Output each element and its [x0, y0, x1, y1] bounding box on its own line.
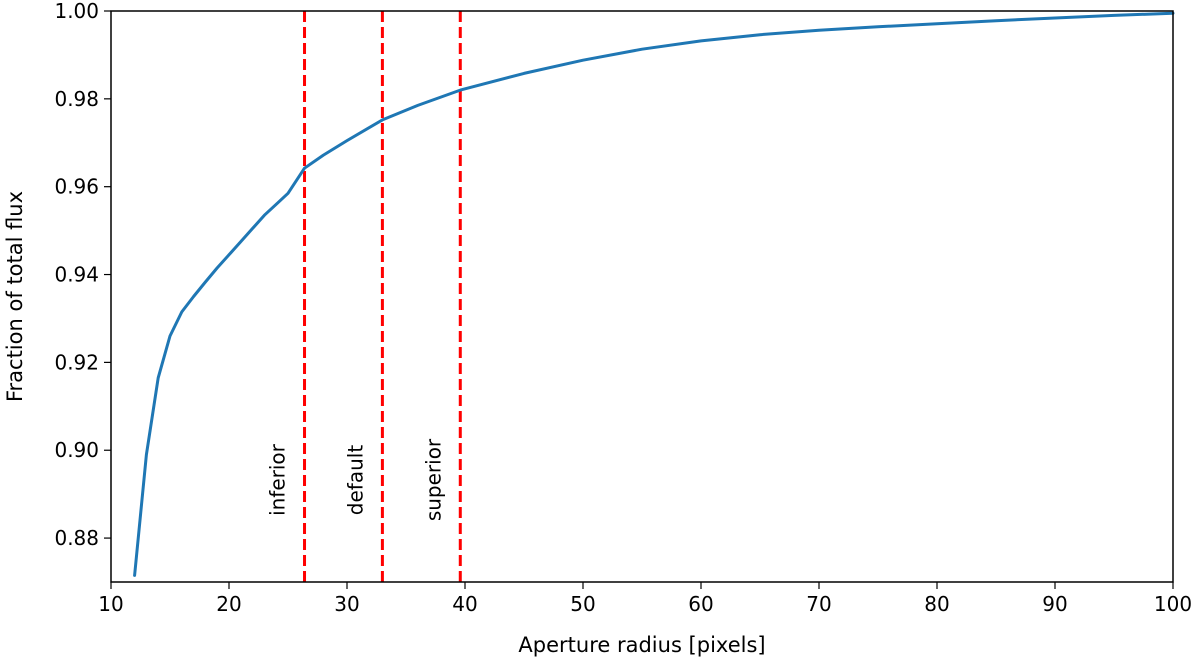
vline-label-default: default — [343, 445, 367, 516]
y-tick-label: 0.90 — [54, 438, 99, 462]
x-tick-label: 20 — [216, 592, 241, 616]
y-tick-label: 0.92 — [54, 350, 99, 374]
reference-lines: inferior default superior — [266, 11, 462, 582]
x-tick-label: 70 — [806, 592, 831, 616]
x-tick-label: 60 — [688, 592, 713, 616]
series-line-0 — [133, 11, 1175, 577]
ticks-layer: 10 20 30 40 50 60 70 80 90 100 0.88 0.90 0.92 0.94 0.9… — [54, 0, 1192, 616]
y-tick-label: 0.98 — [54, 87, 99, 111]
y-axis-label: Fraction of total flux — [3, 191, 27, 402]
x-tick-label: 90 — [1042, 592, 1067, 616]
x-tick-label: 100 — [1154, 592, 1192, 616]
y-tick-label: 0.94 — [54, 263, 99, 287]
x-tick-label: 10 — [98, 592, 123, 616]
plot-frame — [110, 10, 1174, 583]
y-tick-label: 0.88 — [54, 526, 99, 550]
x-axis-label: Aperture radius [pixels] — [518, 633, 765, 657]
x-tick-label: 80 — [924, 592, 949, 616]
series-layer — [133, 11, 1175, 577]
vline-label-superior: superior — [421, 438, 445, 521]
x-tick-label: 40 — [452, 592, 477, 616]
vline-label-inferior: inferior — [266, 443, 290, 516]
x-tick-label: 30 — [334, 592, 359, 616]
x-tick-label: 50 — [570, 592, 595, 616]
y-tick-label: 0.96 — [54, 175, 99, 199]
y-tick-label: 1.00 — [54, 0, 99, 23]
